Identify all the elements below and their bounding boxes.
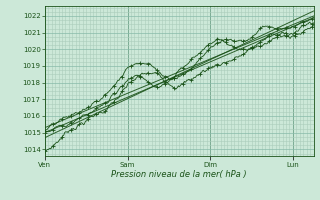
X-axis label: Pression niveau de la mer( hPa ): Pression niveau de la mer( hPa ) (111, 170, 247, 179)
